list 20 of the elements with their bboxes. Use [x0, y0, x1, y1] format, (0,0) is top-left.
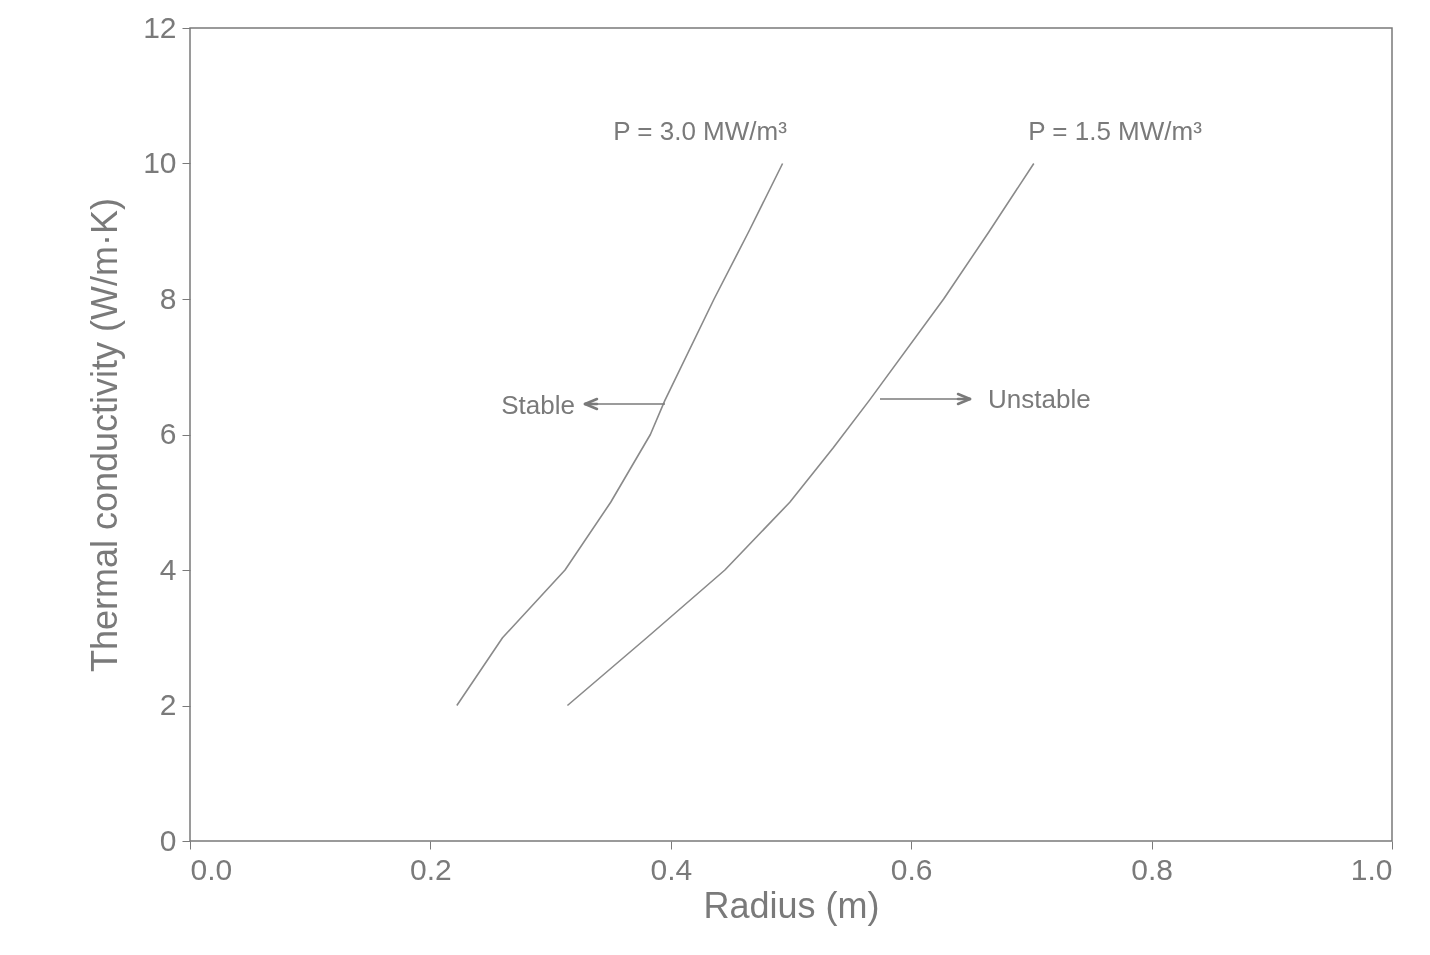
- x-tick-label: 0.0: [190, 852, 233, 886]
- x-tick-label: 0.6: [890, 852, 933, 886]
- y-tick-label: 2: [159, 688, 177, 721]
- x-tick-label: 0.4: [650, 852, 693, 886]
- x-tick-label: 0.2: [410, 852, 452, 886]
- x-tick-label: 1.0: [1350, 852, 1393, 886]
- y-tick-label: 0: [159, 823, 177, 857]
- y-tick-label: 6: [159, 417, 177, 450]
- annotation: P = 3.0 MW/m³: [613, 116, 788, 146]
- y-tick-label: 4: [159, 552, 177, 586]
- x-axis-title: Radius (m): [703, 884, 880, 926]
- y-tick-label: 12: [143, 10, 177, 44]
- x-tick-label: 0.8: [1131, 852, 1173, 886]
- y-axis-title: Thermal conductivity (W/m·K): [84, 197, 126, 673]
- annotation: P = 1.5 MW/m³: [1028, 116, 1203, 146]
- y-tick-label: 8: [159, 281, 177, 315]
- annotation: Unstable: [988, 384, 1091, 414]
- annotation: Stable: [501, 390, 575, 420]
- line-series: [456, 162, 784, 707]
- y-tick-label: 10: [143, 146, 177, 179]
